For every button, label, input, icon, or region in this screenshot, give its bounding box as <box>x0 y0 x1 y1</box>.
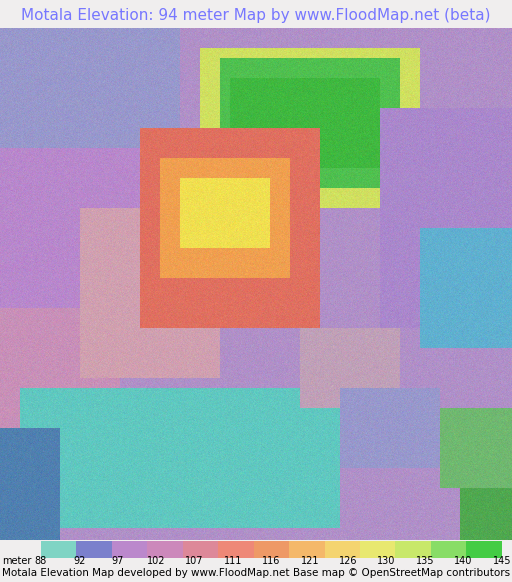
Bar <box>147 541 183 558</box>
Text: 88: 88 <box>35 556 47 566</box>
Text: 121: 121 <box>301 556 319 566</box>
Text: 111: 111 <box>224 556 242 566</box>
Text: Motala Elevation: 94 meter Map by www.FloodMap.net (beta): Motala Elevation: 94 meter Map by www.Fl… <box>22 8 490 23</box>
Text: 107: 107 <box>185 556 204 566</box>
Bar <box>253 541 289 558</box>
Text: 92: 92 <box>73 556 86 566</box>
Text: 140: 140 <box>454 556 473 566</box>
Text: 97: 97 <box>112 556 124 566</box>
Bar <box>289 541 325 558</box>
Text: 130: 130 <box>377 556 396 566</box>
Bar <box>395 541 431 558</box>
Text: 135: 135 <box>416 556 434 566</box>
Bar <box>431 541 466 558</box>
Bar <box>112 541 147 558</box>
Bar <box>325 541 360 558</box>
Bar <box>76 541 112 558</box>
Bar <box>360 541 395 558</box>
Bar <box>183 541 218 558</box>
Bar <box>466 541 502 558</box>
Bar <box>218 541 253 558</box>
Bar <box>41 541 76 558</box>
Text: Motala Elevation Map developed by www.FloodMap.net: Motala Elevation Map developed by www.Fl… <box>2 569 289 579</box>
Text: 126: 126 <box>339 556 357 566</box>
Text: 145: 145 <box>493 556 511 566</box>
Text: Base map © OpenStreetMap contributors: Base map © OpenStreetMap contributors <box>293 569 510 579</box>
Text: 102: 102 <box>147 556 165 566</box>
Text: 116: 116 <box>262 556 281 566</box>
Text: meter: meter <box>2 556 31 566</box>
